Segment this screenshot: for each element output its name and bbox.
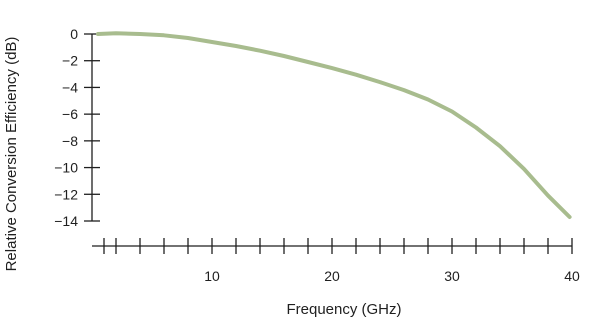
y-tick-label: −8 <box>62 133 78 149</box>
y-axis: 0 −2 −4 −6 −8 −10 −12 −14 <box>54 26 100 229</box>
x-tick-label: 30 <box>444 268 460 284</box>
series-line <box>96 31 572 219</box>
y-tick-label: −12 <box>54 186 78 202</box>
y-tick-label: 0 <box>70 26 78 42</box>
y-axis-title: Relative Conversion Efficiency (dB) <box>3 37 20 272</box>
x-tick-label: 20 <box>324 268 340 284</box>
y-tick-label: −14 <box>54 213 78 229</box>
x-tick-label: 10 <box>204 268 220 284</box>
y-tick-label: −6 <box>62 106 78 122</box>
y-tick-label: −10 <box>54 160 78 176</box>
y-tick-label: −4 <box>62 79 78 95</box>
x-tick-label: 40 <box>564 268 580 284</box>
x-axis-title: Frequency (GHz) <box>286 301 401 318</box>
x-axis: 10 20 30 40 <box>92 238 580 284</box>
y-tick-label: −2 <box>62 53 78 69</box>
series-layer <box>96 31 572 219</box>
